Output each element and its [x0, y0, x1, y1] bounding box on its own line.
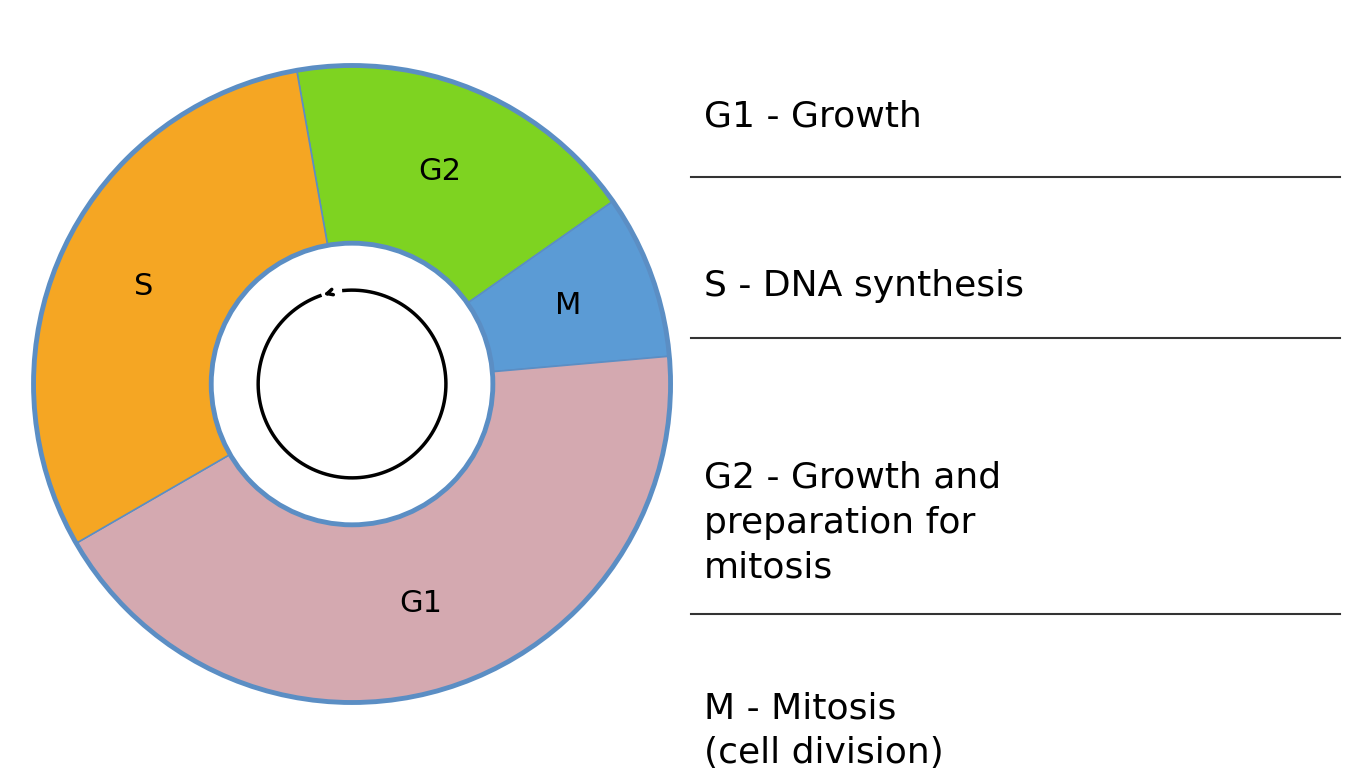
Text: G2: G2	[418, 157, 462, 187]
Wedge shape	[76, 356, 670, 703]
Text: S: S	[134, 273, 153, 301]
Wedge shape	[34, 71, 328, 543]
Text: S - DNA synthesis: S - DNA synthesis	[704, 269, 1024, 303]
Text: G1: G1	[399, 588, 443, 617]
Wedge shape	[297, 65, 613, 303]
Text: G1 - Growth: G1 - Growth	[704, 100, 922, 134]
Text: M - Mitosis
(cell division): M - Mitosis (cell division)	[704, 691, 944, 768]
Circle shape	[211, 243, 493, 525]
Wedge shape	[467, 201, 669, 372]
Text: M: M	[555, 291, 581, 320]
Text: G2 - Growth and
preparation for
mitosis: G2 - Growth and preparation for mitosis	[704, 461, 1001, 584]
